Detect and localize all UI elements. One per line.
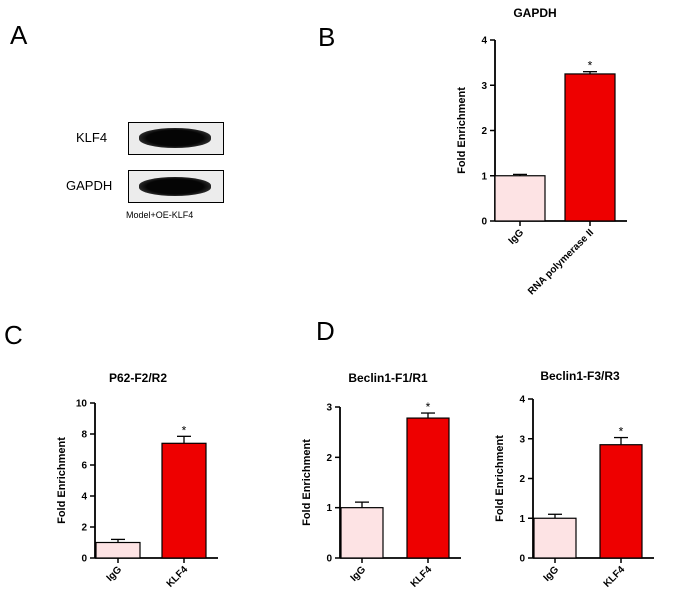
chart-title: GAPDH [513,6,556,20]
bar-igg [494,175,546,222]
y-tick-label: 8 [81,430,87,441]
category-label: KLF4 [409,564,435,590]
panel-label-b: B [318,22,336,52]
y-axis-label: Fold Enrichment [301,439,313,526]
panel-label-a: A [10,20,28,50]
bar-igg [533,517,577,559]
category-label: KLF4 [602,564,628,590]
y-tick-label: 3 [326,403,332,414]
panel-label-d: D [316,316,335,346]
y-tick-label: 0 [481,217,487,228]
y-tick-label: 1 [326,503,332,514]
y-tick-label: 4 [481,36,487,47]
bar-klf4 [161,442,207,559]
y-tick-label: 0 [326,554,332,565]
y-tick-label: 2 [519,474,525,485]
y-tick-label: 3 [481,81,487,92]
bar-klf4 [599,444,643,559]
blot-row-label-klf4: KLF4 [76,130,108,145]
blot-row-label-gapdh: GAPDH [66,178,113,193]
chart-beclin1-f3: Beclin1-F3/R3 Fold Enrichment 0 1 2 3 4 IgG * KLF… [494,369,654,590]
category-label: IgG [507,227,527,247]
y-axis-label: Fold Enrichment [56,437,68,524]
chart-title: Beclin1-F1/R1 [348,371,428,385]
chart-p62: P62-F2/R2 Fold Enrichment 0 2 4 6 8 10 IgG * KLF4 [56,371,218,590]
y-tick-label: 4 [519,395,525,406]
chart-title: Beclin1-F3/R3 [540,369,620,383]
bar-igg [340,507,384,559]
chart-title: P62-F2/R2 [109,371,167,385]
category-label: IgG [542,564,562,584]
blot-caption: Model+OE-KLF4 [126,210,194,220]
bar-igg [95,541,141,559]
category-label: KLF4 [165,564,191,590]
category-label: IgG [349,564,369,584]
y-tick-label: 4 [81,492,87,503]
y-tick-label: 3 [519,434,525,445]
significance-marker: * [588,59,593,73]
y-tick-label: 1 [519,514,525,525]
significance-marker: * [619,425,624,439]
chart-beclin1-f1: Beclin1-F1/R1 Fold Enrichment 0 1 2 3 IgG * KLF4 [301,371,461,590]
y-tick-label: 0 [519,554,525,565]
blot-band-gapdh [139,177,211,196]
blot-lane-klf4 [128,122,224,155]
y-tick-label: 10 [76,399,88,410]
y-tick-label: 1 [481,171,487,182]
bar-klf4 [406,417,450,559]
y-axis-label: Fold Enrichment [456,87,468,174]
category-label: RNA polymerase II [526,227,596,297]
y-axis-label: Fold Enrichment [494,435,506,522]
significance-marker: * [426,400,431,414]
bar-rna-polymerase-ii [564,73,616,222]
blot-lane-gapdh [128,170,224,203]
significance-marker: * [182,423,187,437]
y-tick-label: 2 [81,523,87,534]
y-tick-label: 0 [81,554,87,565]
blot-band-klf4 [139,128,211,148]
category-label: IgG [105,564,125,584]
y-tick-label: 2 [326,453,332,464]
chart-gapdh: GAPDH Fold Enrichment 0 1 2 3 4 IgG * RNA polymer… [456,6,627,297]
y-tick-label: 6 [81,461,87,472]
panel-label-c: C [4,320,23,350]
y-tick-label: 2 [481,126,487,137]
